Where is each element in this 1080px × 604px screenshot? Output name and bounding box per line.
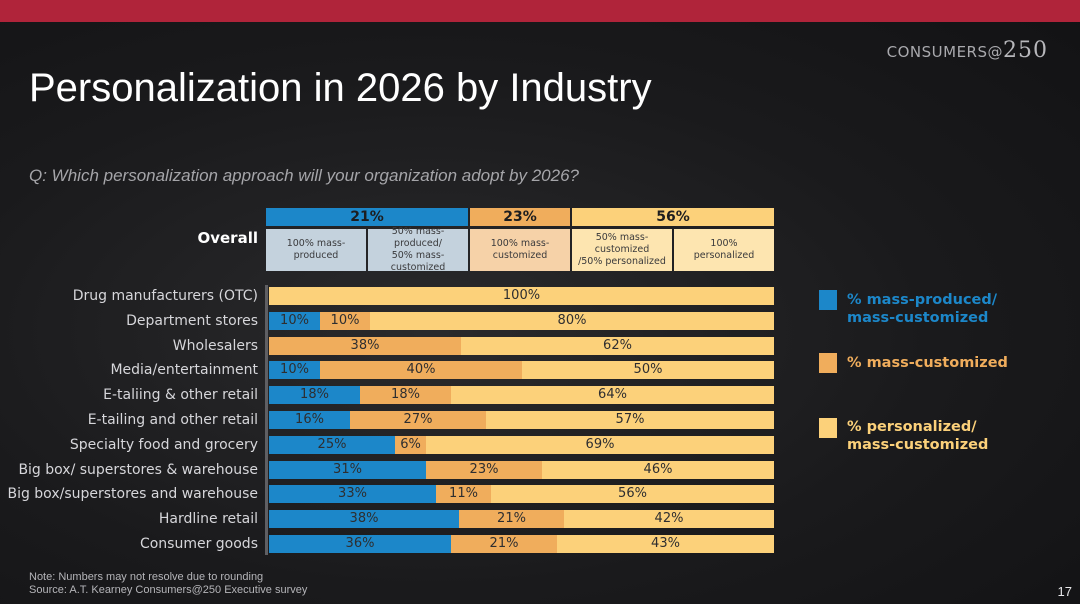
bar-segment-personalized: 56%	[491, 485, 774, 504]
bar-segment-mass-customized: 38%	[269, 336, 461, 355]
category-label: E-taliing & other retail	[103, 387, 258, 404]
legend-swatch-mass-customized	[819, 353, 837, 373]
category-label: Media/entertainment	[110, 362, 258, 379]
bar-segment-mass-produced: 18%	[269, 386, 360, 405]
chart-axis-line	[265, 285, 268, 555]
overall-sub-100-mass-produced: 100% mass- produced	[266, 229, 366, 271]
bar-segment-mass-customized: 18%	[360, 386, 451, 405]
footnote: Note: Numbers may not resolve due to rou…	[29, 571, 264, 583]
bar-segment-mass-produced: 38%	[269, 510, 459, 529]
overall-sub-50-produced-50-customized: 50% mass-produced/ 50% mass-customized	[368, 226, 468, 273]
legend-swatch-mass-produced	[819, 290, 837, 310]
survey-question: Q: Which personalization approach will y…	[29, 166, 579, 185]
category-label: Big box/ superstores & warehouse	[18, 461, 258, 478]
overall-personalized-value: 56%	[572, 208, 774, 226]
category-label: E-tailing and other retail	[87, 412, 258, 428]
overall-mass-produced-value: 21%	[266, 208, 468, 226]
category-label: Drug manufacturers (OTC)	[72, 288, 258, 304]
bar-segment-personalized: 46%	[542, 460, 774, 479]
bar-segment-mass-produced: 10%	[269, 311, 320, 330]
page-number: 17	[1057, 584, 1072, 599]
overall-sub-50-customized-50-personalized: 50% mass-customized /50% personalized	[572, 229, 672, 271]
category-label: Specialty food and grocery	[69, 436, 258, 453]
legend-label-mass-produced: % mass-produced/ mass-customized	[847, 292, 998, 326]
bar-segment-personalized: 69%	[426, 435, 774, 454]
category-label: Big box/superstores and warehouse	[7, 486, 258, 503]
overall-mass-customized-value: 23%	[470, 208, 570, 226]
bar-segment-personalized: 50%	[522, 361, 774, 380]
bar-segment-mass-customized: 23%	[426, 460, 542, 479]
slide-title: Personalization in 2026 by Industry	[29, 66, 652, 110]
bar-segment-mass-produced: 25%	[269, 435, 395, 454]
bar-segment-mass-produced: 10%	[269, 361, 320, 380]
overall-label: Overall	[197, 229, 258, 247]
bar-segment-mass-customized: 11%	[436, 485, 491, 504]
bar-segment-personalized: 64%	[451, 386, 774, 405]
bar-segment-mass-customized: 27%	[350, 411, 486, 429]
category-label: Department stores	[126, 312, 258, 329]
bar-segment-mass-customized: 21%	[459, 510, 564, 529]
legend-label-personalized: % personalized/ mass-customized	[847, 419, 989, 453]
bar-segment-mass-customized: 40%	[320, 361, 522, 380]
bar-segment-mass-produced: 33%	[269, 485, 436, 504]
bar-segment-personalized: 43%	[557, 535, 774, 553]
top-accent-bar	[0, 0, 1080, 22]
category-label: Hardline retail	[158, 511, 258, 528]
bar-segment-personalized: 100%	[269, 287, 774, 305]
bar-segment-mass-produced: 16%	[269, 411, 350, 429]
overall-sub-100-personalized: 100% personalized	[674, 229, 774, 271]
brand-logo: CONSUMERS@250	[886, 38, 1048, 63]
bar-segment-personalized: 57%	[486, 411, 774, 429]
overall-sub-100-mass-customized: 100% mass- customized	[470, 229, 570, 271]
bar-segment-personalized: 80%	[370, 311, 774, 330]
legend-label-mass-customized: % mass-customized	[847, 355, 1008, 371]
bar-segment-mass-produced: 36%	[269, 535, 451, 553]
bar-segment-mass-produced: 31%	[269, 460, 426, 479]
bar-segment-personalized: 42%	[564, 510, 774, 529]
bar-segment-mass-customized: 6%	[395, 435, 426, 454]
bar-segment-personalized: 62%	[461, 336, 774, 355]
bar-segment-mass-customized: 21%	[451, 535, 557, 553]
category-label: Consumer goods	[139, 536, 258, 552]
legend-swatch-personalized	[819, 418, 837, 438]
source-note: Source: A.T. Kearney Consumers@250 Execu…	[29, 584, 308, 596]
category-label: Wholesalers	[172, 337, 258, 354]
bar-segment-mass-customized: 10%	[320, 311, 370, 330]
